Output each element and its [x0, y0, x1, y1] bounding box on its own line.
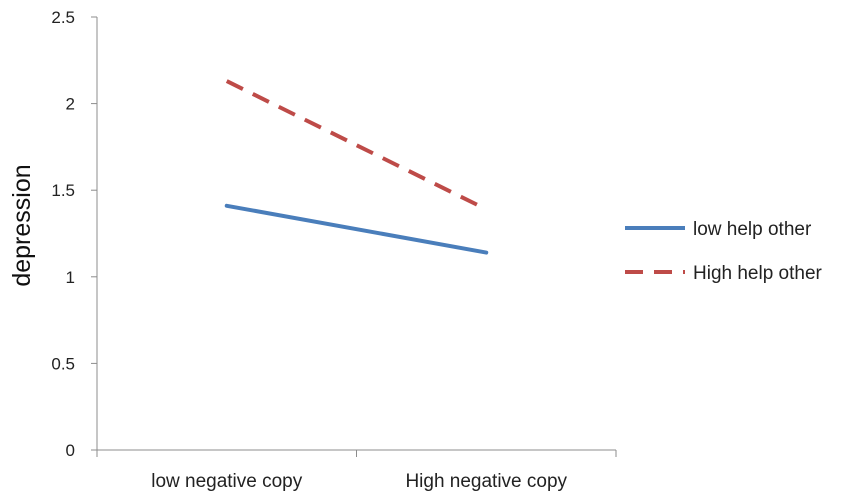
y-tick-label: 2.5	[51, 8, 75, 27]
x-ticks: low negative copy High negative copy	[96, 450, 617, 492]
y-tick-label: 0.5	[51, 354, 75, 373]
legend: low help other High help other	[625, 219, 823, 284]
legend-label: High help other	[693, 263, 823, 284]
y-ticks: 0 0.5 1 1.5 2 2.5	[51, 8, 97, 460]
y-tick-label: 1	[66, 268, 75, 287]
y-tick-label: 0	[66, 441, 75, 460]
y-tick-label: 2	[66, 95, 75, 114]
series-line-1	[224, 203, 489, 255]
series-line-2	[225, 79, 488, 212]
x-tick-label: High negative copy	[405, 471, 567, 492]
y-tick-label: 1.5	[51, 181, 75, 200]
y-axis-label: depression	[8, 164, 36, 286]
series-lines	[224, 79, 489, 255]
legend-label: low help other	[693, 219, 812, 240]
x-tick-label: low negative copy	[151, 471, 303, 492]
